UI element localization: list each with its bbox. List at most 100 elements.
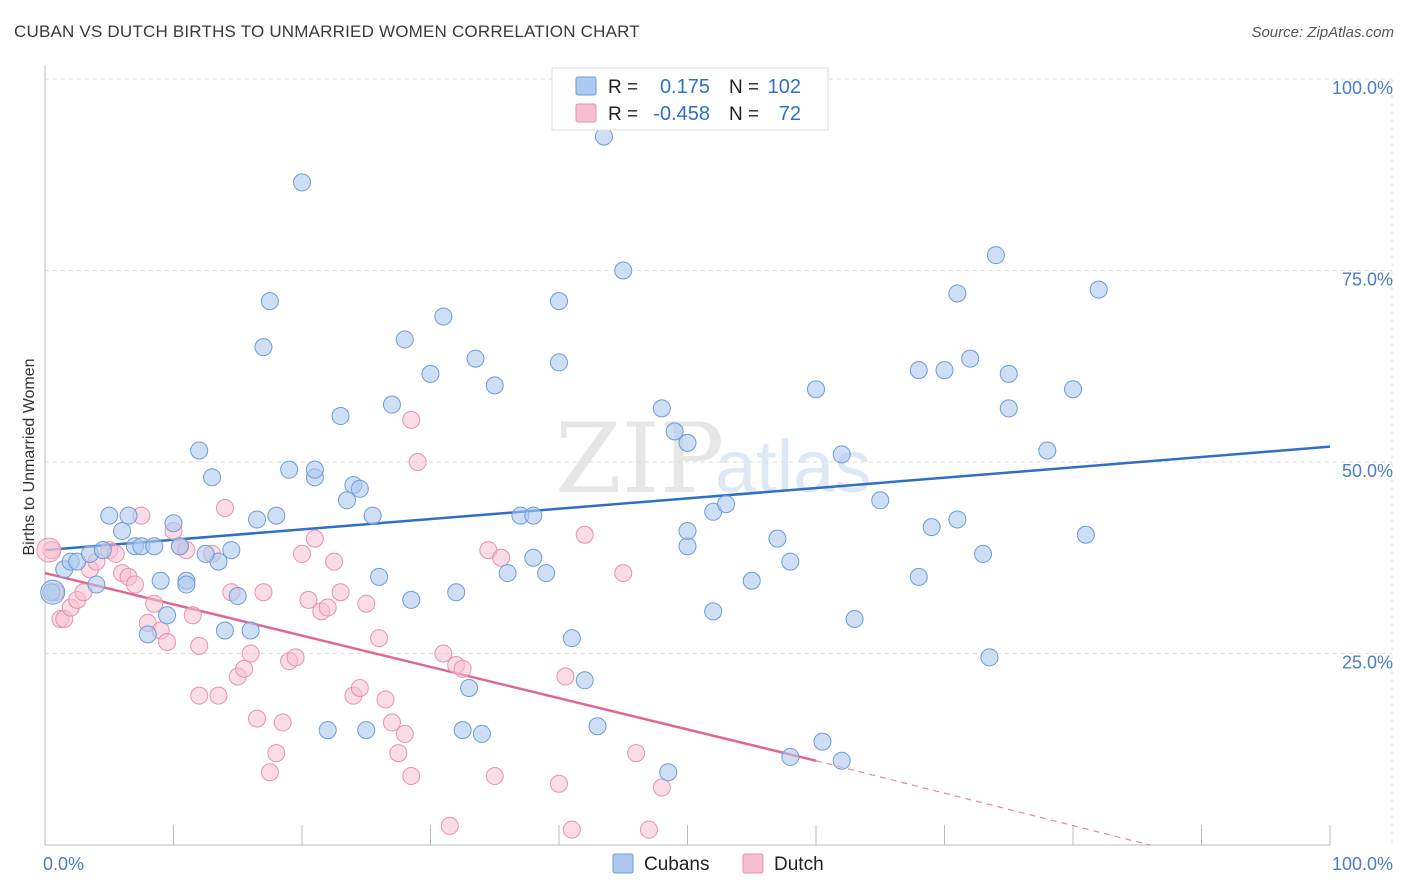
cubans-point (562, 629, 581, 648)
cubans-point (421, 364, 440, 383)
dutch-point (614, 564, 633, 583)
cubans-point (588, 717, 607, 736)
legend-n-value-dutch: 72 (779, 103, 801, 125)
cubans-point (350, 479, 369, 498)
cubans-point (524, 548, 543, 567)
dutch-point (293, 544, 311, 563)
y-tick-label: 75.0% (1342, 270, 1393, 290)
dutch-point (235, 659, 254, 678)
cubans-point (280, 460, 299, 479)
tick-labels: 25.0% 50.0% 75.0% 100.0% 0.0% 100.0% (43, 78, 1393, 874)
cubans-point (485, 376, 504, 395)
cubans-point (222, 541, 241, 560)
dutch-point (350, 678, 369, 697)
legend-r-value-cubans: 0.175 (660, 76, 710, 98)
cubans-point (447, 583, 466, 602)
cubans-point (460, 678, 479, 697)
series-legend-swatch-cubans (612, 853, 634, 874)
cubans-point (158, 606, 177, 625)
chart-title: CUBAN VS DUTCH BIRTHS TO UNMARRIED WOMEN… (14, 22, 640, 41)
source-label: Source: ZipAtlas.com (1251, 24, 1394, 41)
cubans-point (678, 521, 697, 540)
legend-r-label-cubans: R = (608, 77, 638, 98)
cubans-point (974, 544, 993, 563)
cubans-point (164, 514, 183, 533)
y-tick-label: 100.0% (1332, 78, 1393, 98)
legend-r-label-dutch: R = (608, 104, 638, 125)
cubans-point (832, 445, 851, 464)
cubans-point (935, 361, 954, 380)
cubans-point (1038, 441, 1057, 460)
dutch-point (145, 594, 164, 613)
cubans-point (1089, 280, 1108, 299)
cubans-point (93, 541, 112, 560)
dutch-point (453, 659, 472, 678)
dutch-point (639, 820, 658, 839)
dutch-point (562, 820, 581, 839)
gridlines (45, 78, 1393, 845)
cubans-point (948, 510, 967, 529)
legend-swatch-cubans (575, 76, 597, 96)
legend-n-value-cubans: 102 (768, 76, 801, 98)
cubans-point (665, 422, 684, 441)
cubans-point (537, 564, 556, 583)
legend-r-value-dutch: -0.458 (653, 103, 710, 125)
series-legend-swatch-dutch (742, 853, 764, 874)
cubans-point (145, 537, 164, 556)
dutch-point (325, 552, 344, 571)
dutch-point (183, 606, 202, 625)
cubans-point (678, 433, 697, 452)
dutch-point (382, 713, 401, 732)
cubans-point (832, 751, 851, 770)
dutch-point (158, 633, 177, 652)
cubans-point (151, 571, 170, 590)
cubans-point (1076, 525, 1095, 544)
cubans-point (215, 621, 234, 640)
cubans-point (190, 441, 209, 460)
cubans-point (524, 506, 543, 525)
dutch-points (36, 410, 671, 839)
axes (44, 66, 1331, 846)
cubans-point (293, 173, 311, 192)
dutch-point (299, 590, 318, 609)
dutch-point (190, 636, 209, 655)
dutch-point (209, 686, 228, 705)
cubans-point (845, 610, 864, 629)
cubans-point (119, 506, 138, 525)
dutch-point-cluster (36, 537, 62, 563)
cubans-point (453, 721, 472, 740)
dutch-point (550, 774, 568, 793)
trend-lines (44, 445, 1331, 846)
cubans-point (742, 571, 761, 590)
cubans-point (466, 349, 485, 368)
cubans-point (652, 399, 671, 418)
x-tick-label-max: 100.0% (1332, 854, 1393, 874)
cubans-point (228, 587, 247, 606)
cubans-point (113, 521, 132, 540)
dutch-point (248, 709, 267, 728)
cubans-point (678, 537, 697, 556)
cubans-point (813, 732, 832, 751)
cubans-point (382, 395, 401, 414)
cubans-point (177, 575, 196, 594)
dutch-point (402, 767, 421, 786)
dutch-point (318, 598, 337, 617)
dutch-point (627, 744, 646, 763)
cubans-point (980, 648, 999, 667)
cubans-point (807, 380, 825, 399)
cubans-point (948, 284, 967, 303)
dutch-point (215, 498, 234, 517)
cubans-points (40, 127, 1108, 782)
dutch-point (395, 724, 414, 743)
dutch-point (357, 594, 376, 613)
cubans-point (267, 506, 286, 525)
cubans-point (318, 721, 337, 740)
cubans-point (704, 602, 723, 621)
dutch-point (652, 778, 671, 797)
dutch-point (389, 744, 408, 763)
legend-swatch-dutch (575, 103, 597, 123)
dutch-point (267, 744, 286, 763)
cubans-point (395, 330, 414, 349)
dutch-trend-line (44, 571, 817, 762)
